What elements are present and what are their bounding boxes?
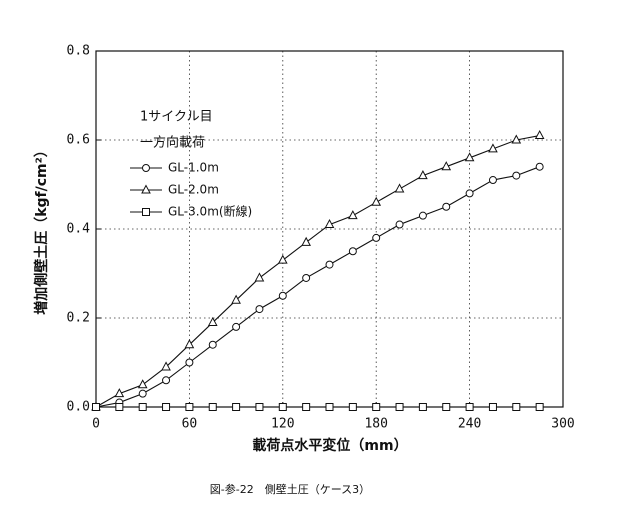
marker — [302, 403, 311, 411]
y-tick-label: 0.6 — [67, 133, 90, 148]
marker — [324, 218, 335, 229]
marker — [115, 403, 124, 411]
marker — [232, 403, 241, 411]
marker — [464, 152, 475, 162]
legend-title: 一方向載荷 — [140, 135, 205, 151]
marker — [277, 254, 288, 264]
marker — [232, 322, 241, 331]
marker — [465, 403, 474, 411]
x-tick-label: 60 — [182, 417, 198, 432]
marker — [92, 403, 100, 411]
y-axis-label: 増加側壁土圧（kgf/cm²） — [33, 143, 50, 315]
marker — [395, 403, 404, 411]
series-line — [95, 135, 540, 408]
x-tick-label: 0 — [92, 417, 100, 432]
marker — [254, 272, 265, 282]
x-tick-label: 300 — [551, 417, 574, 432]
marker — [442, 403, 451, 411]
legend-label: GL-2.0m — [168, 183, 219, 197]
marker — [488, 143, 498, 153]
y-tick-label: 0.2 — [67, 311, 90, 326]
marker — [162, 403, 171, 411]
marker — [418, 211, 427, 220]
marker — [418, 403, 427, 411]
marker — [325, 403, 334, 411]
marker — [301, 236, 311, 246]
y-tick-label: 0.4 — [67, 222, 91, 237]
marker — [278, 291, 287, 300]
marker — [208, 403, 217, 411]
marker — [372, 403, 381, 411]
marker — [418, 170, 428, 180]
marker — [138, 403, 147, 411]
x-tick-label: 120 — [271, 417, 294, 432]
marker — [185, 403, 194, 411]
marker — [185, 358, 194, 367]
marker — [207, 316, 218, 326]
marker — [371, 196, 382, 206]
marker — [488, 176, 497, 185]
marker — [372, 233, 381, 242]
marker — [255, 305, 264, 314]
marker — [208, 340, 217, 349]
marker — [395, 220, 404, 229]
marker — [184, 339, 195, 349]
marker — [325, 260, 334, 269]
x-tick-label: 240 — [458, 417, 481, 432]
marker — [348, 247, 357, 256]
marker — [255, 403, 264, 411]
series-line — [95, 166, 540, 408]
marker — [465, 189, 474, 198]
marker — [114, 388, 125, 398]
marker — [394, 183, 405, 193]
marker — [161, 361, 171, 371]
marker — [442, 202, 451, 211]
marker — [137, 379, 148, 389]
marker — [512, 403, 521, 411]
marker — [231, 294, 241, 304]
legend-label: GL-1.0m — [168, 161, 219, 175]
marker — [534, 129, 545, 140]
marker — [535, 403, 544, 411]
marker — [535, 162, 544, 171]
marker — [441, 161, 452, 171]
marker — [511, 134, 522, 144]
y-tick-label: 0.8 — [67, 44, 90, 59]
legend-label: GL-3.0m(断線) — [168, 204, 252, 219]
legend-title: 1サイクル目 — [140, 110, 213, 125]
marker — [138, 389, 147, 398]
marker — [162, 376, 171, 385]
marker — [348, 210, 358, 220]
marker — [142, 164, 150, 172]
marker — [488, 403, 497, 411]
y-tick-label: 0.0 — [67, 400, 90, 415]
x-tick-label: 180 — [364, 417, 387, 432]
x-axis-label: 載荷点水平変位（mm） — [252, 437, 407, 454]
marker — [141, 184, 151, 194]
marker — [302, 273, 311, 282]
marker — [512, 171, 521, 180]
caption: 図-参-22 側壁土圧（ケース3） — [210, 482, 370, 496]
marker — [142, 208, 150, 216]
marker — [348, 403, 357, 411]
marker — [278, 403, 287, 411]
